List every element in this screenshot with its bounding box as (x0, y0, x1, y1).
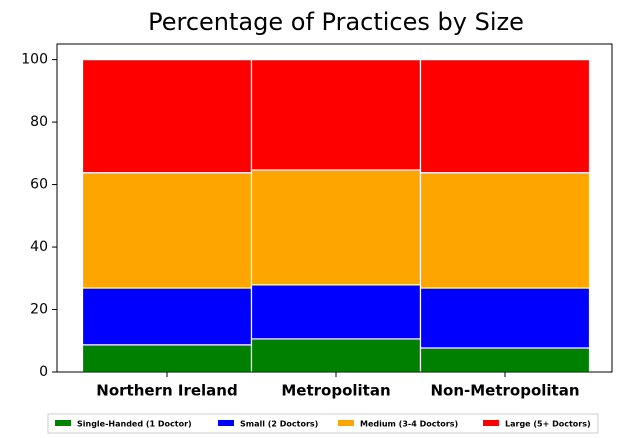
chart-title: Percentage of Practices by Size (148, 8, 524, 36)
x-tick-label: Northern Ireland (96, 382, 237, 400)
plot-frame (56, 43, 613, 373)
bar-segment (419, 59, 591, 174)
y-tick-label: 60 (30, 177, 48, 193)
legend-label: Single-Handed (1 Doctor) (77, 420, 192, 429)
bar-segment (250, 59, 422, 171)
bar-segment (250, 284, 422, 340)
y-tick-label: 20 (30, 302, 48, 318)
legend-swatch (218, 420, 234, 426)
bar-segment (81, 59, 253, 174)
legend-label: Small (2 Doctors) (240, 420, 318, 429)
y-tick-label: 40 (30, 239, 48, 255)
y-tick-label: 0 (39, 364, 48, 380)
bar-segment (419, 287, 591, 349)
x-tick-label: Metropolitan (281, 382, 390, 400)
legend-label: Medium (3-4 Doctors) (360, 420, 458, 429)
legend-swatch (55, 420, 71, 426)
legend-swatch (483, 420, 499, 426)
bar-segment (81, 172, 253, 289)
y-tick-label: 100 (21, 52, 48, 68)
bar-segment (250, 169, 422, 286)
bar-segment (81, 344, 253, 373)
bar-segment (81, 287, 253, 346)
x-tick-label: Non-Metropolitan (430, 382, 579, 400)
legend-frame (47, 413, 599, 434)
legend-label: Large (5+ Doctors) (505, 420, 591, 429)
bar-segment (419, 172, 591, 289)
legend: Single-Handed (1 Doctor) Small (2 Doctors… (47, 413, 599, 434)
legend-swatch (338, 420, 354, 426)
bar-segment (250, 338, 422, 373)
bar-segment (419, 347, 591, 373)
y-tick-label: 80 (30, 114, 48, 130)
